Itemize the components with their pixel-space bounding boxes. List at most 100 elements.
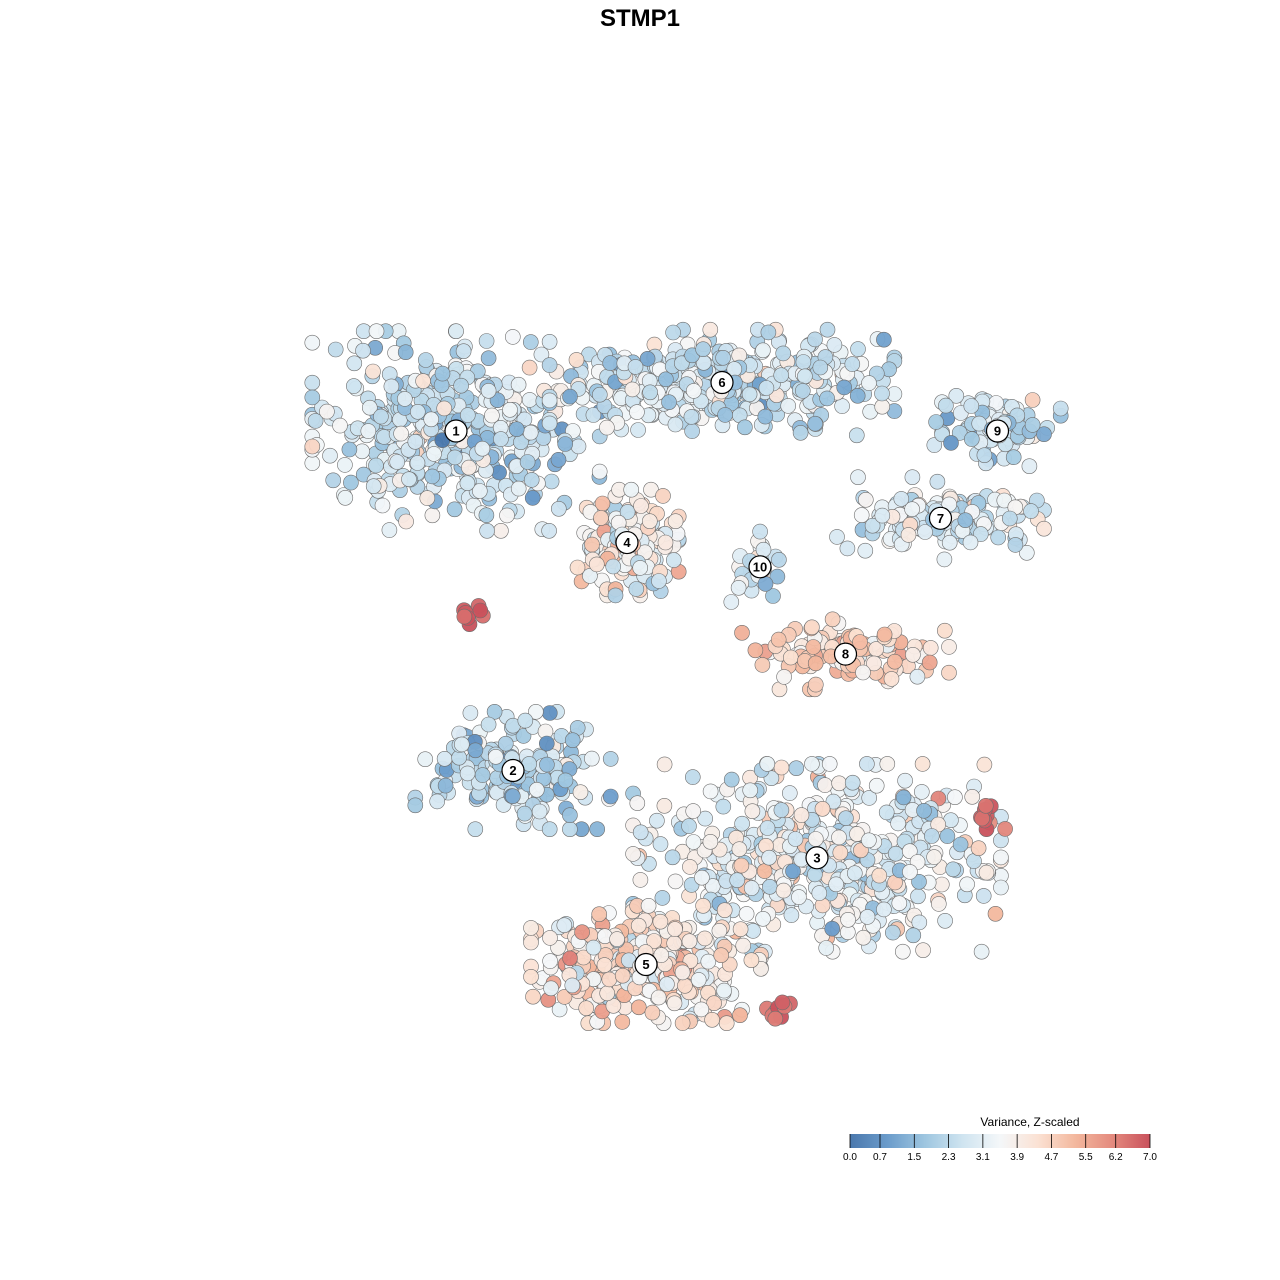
data-point bbox=[767, 1010, 784, 1027]
data-point bbox=[639, 350, 656, 367]
data-point bbox=[538, 735, 555, 752]
data-point bbox=[737, 419, 753, 436]
data-point bbox=[780, 398, 797, 414]
data-point bbox=[795, 354, 812, 370]
data-point bbox=[977, 797, 994, 814]
data-point bbox=[623, 481, 640, 498]
data-point bbox=[685, 383, 702, 399]
data-point bbox=[539, 756, 555, 773]
data-point bbox=[914, 756, 931, 772]
legend-tick-label: 7.0 bbox=[1143, 1152, 1157, 1163]
data-point bbox=[938, 397, 954, 414]
data-point bbox=[467, 821, 484, 838]
data-point bbox=[674, 1015, 691, 1031]
data-point bbox=[332, 417, 348, 434]
data-point bbox=[1023, 503, 1039, 519]
data-point bbox=[453, 736, 470, 753]
data-point bbox=[695, 897, 711, 914]
data-point bbox=[632, 560, 649, 576]
data-point bbox=[641, 513, 658, 530]
data-point bbox=[614, 967, 631, 984]
data-point bbox=[655, 488, 671, 504]
data-point bbox=[319, 403, 335, 420]
data-point bbox=[543, 980, 559, 997]
data-point bbox=[760, 324, 777, 341]
data-point bbox=[702, 833, 719, 850]
data-point bbox=[523, 968, 539, 985]
data-point bbox=[591, 386, 608, 403]
data-point bbox=[817, 777, 833, 793]
cluster-label-badge bbox=[444, 419, 468, 443]
data-point bbox=[773, 802, 790, 818]
data-point bbox=[682, 859, 698, 875]
data-point bbox=[484, 407, 500, 424]
data-point bbox=[304, 334, 321, 351]
data-point bbox=[905, 646, 921, 663]
data-point bbox=[474, 440, 491, 457]
data-point bbox=[658, 371, 674, 388]
data-point bbox=[487, 748, 504, 765]
data-point bbox=[976, 447, 993, 464]
data-point bbox=[681, 933, 698, 950]
data-point bbox=[1052, 400, 1069, 417]
data-point bbox=[426, 446, 442, 462]
data-point bbox=[755, 541, 772, 558]
data-point bbox=[844, 774, 861, 791]
data-point bbox=[480, 382, 497, 399]
data-point bbox=[978, 864, 995, 881]
data-point bbox=[584, 536, 600, 553]
data-point bbox=[807, 331, 823, 348]
data-point bbox=[557, 772, 574, 789]
data-point bbox=[510, 376, 527, 393]
data-point bbox=[773, 759, 790, 776]
data-point bbox=[761, 878, 778, 895]
data-point bbox=[864, 517, 881, 534]
data-point bbox=[997, 821, 1013, 837]
data-point bbox=[474, 767, 491, 783]
data-point bbox=[667, 416, 684, 433]
cluster-label-10: 10 bbox=[748, 555, 772, 579]
data-point bbox=[1021, 458, 1038, 475]
data-point bbox=[510, 480, 527, 497]
data-point bbox=[773, 367, 790, 384]
data-point bbox=[700, 953, 717, 970]
data-point bbox=[455, 343, 472, 360]
data-point bbox=[973, 943, 990, 960]
data-point bbox=[876, 331, 892, 348]
data-point bbox=[828, 876, 844, 893]
data-point bbox=[562, 950, 578, 967]
data-point bbox=[963, 431, 980, 447]
data-point bbox=[409, 455, 426, 471]
data-point bbox=[650, 989, 667, 1006]
data-point bbox=[446, 501, 463, 518]
data-point bbox=[904, 469, 921, 486]
data-point bbox=[627, 359, 644, 375]
data-point bbox=[609, 931, 625, 947]
data-point bbox=[459, 765, 476, 782]
data-point bbox=[878, 804, 895, 821]
data-point bbox=[541, 333, 558, 350]
data-point bbox=[855, 664, 871, 681]
data-point bbox=[665, 552, 682, 568]
data-point bbox=[937, 912, 953, 929]
data-point bbox=[972, 526, 989, 542]
data-point bbox=[436, 750, 453, 767]
data-point bbox=[666, 995, 683, 1012]
data-point bbox=[794, 383, 811, 399]
data-point bbox=[834, 398, 850, 414]
data-point bbox=[819, 321, 836, 338]
data-point bbox=[930, 896, 947, 912]
cluster-label-4: 4 bbox=[615, 530, 639, 555]
cluster-label-badge bbox=[501, 758, 525, 783]
data-point bbox=[304, 374, 321, 391]
data-point bbox=[792, 424, 809, 441]
data-point bbox=[915, 942, 931, 959]
cluster-label-badge bbox=[985, 419, 1010, 443]
data-point bbox=[911, 873, 927, 890]
cluster-label-badge bbox=[805, 846, 829, 870]
data-point bbox=[652, 913, 669, 930]
data-point bbox=[345, 378, 362, 394]
data-point bbox=[424, 507, 441, 524]
cluster-label-badge bbox=[634, 952, 658, 977]
data-point bbox=[562, 821, 578, 838]
